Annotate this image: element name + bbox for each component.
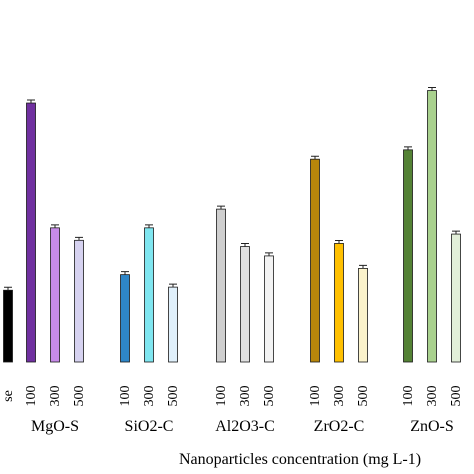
- tick-label-al2o3-c-500: 500: [262, 386, 277, 407]
- bar-al2o3-c-300-error-bar: [241, 243, 249, 247]
- bar-mgo-s-100: [26, 102, 36, 363]
- bar-mgo-s-300: [50, 227, 60, 363]
- bar-control-error-bar: [4, 286, 12, 291]
- bar-sio2-c-500-error-bar: [169, 283, 177, 288]
- bar-zro2-c-500-error-bar: [359, 264, 367, 269]
- tick-label-sio2-c-300: 300: [142, 386, 157, 407]
- tick-label-control: se: [1, 390, 16, 402]
- tick-label-al2o3-c-300: 300: [238, 386, 253, 407]
- tick-label-sio2-c-100: 100: [118, 386, 133, 407]
- bars-layer: [3, 87, 461, 363]
- bar-al2o3-c-100: [216, 208, 226, 363]
- bar-sio2-c-300-error-bar: [145, 224, 153, 228]
- bar-mgo-s-100-error-bar: [27, 99, 35, 104]
- tick-label-sio2-c-500: 500: [166, 386, 181, 407]
- bar-zno-s-100-error-bar: [404, 146, 412, 150]
- tick-label-zro2-c-300: 300: [332, 386, 347, 407]
- bar-sio2-c-500: [168, 286, 178, 363]
- tick-label-zno-s-100: 100: [401, 386, 416, 407]
- bar-al2o3-c-500: [264, 255, 274, 363]
- group-label-sio2-c: SiO2-C: [125, 418, 174, 435]
- group-label-zro2-c: ZrO2-C: [314, 418, 365, 435]
- bar-zno-s-300-error-bar: [428, 87, 436, 91]
- bar-zno-s-500: [451, 233, 461, 363]
- group-label-zno-s: ZnO-S: [410, 418, 454, 435]
- bar-mgo-s-500-error-bar: [75, 236, 83, 241]
- group-label-al2o3-c: Al2O3-C: [215, 418, 275, 435]
- tick-label-zro2-c-100: 100: [308, 386, 323, 407]
- tick-label-al2o3-c-100: 100: [214, 386, 229, 407]
- bar-zno-s-500-error-bar: [452, 230, 460, 235]
- tick-label-mgo-s-300: 300: [48, 386, 63, 407]
- bar-sio2-c-300: [144, 227, 154, 363]
- bar-zro2-c-300-error-bar: [335, 239, 343, 244]
- bar-control: [3, 289, 13, 363]
- group-label-mgo-s: MgO-S: [31, 418, 79, 435]
- tick-label-zno-s-300: 300: [425, 386, 440, 407]
- bar-zno-s-100: [403, 149, 413, 363]
- tick-label-mgo-s-100: 100: [24, 386, 39, 407]
- bar-mgo-s-500: [74, 239, 84, 363]
- bar-mgo-s-300-error-bar: [51, 224, 59, 228]
- bar-al2o3-c-100-error-bar: [217, 205, 225, 210]
- x-axis-label: Nanoparticles concentration (mg L-1): [179, 451, 421, 468]
- bar-al2o3-c-500-error-bar: [265, 252, 273, 256]
- bar-zro2-c-100: [310, 158, 320, 363]
- bar-sio2-c-100-error-bar: [121, 271, 129, 275]
- tick-labels-layer: se 100 300 500 100 300 500 100 300 500 100 300 500 10…: [1, 386, 464, 407]
- tick-label-mgo-s-500: 500: [72, 386, 87, 407]
- bar-zro2-c-300: [334, 243, 344, 363]
- group-labels-layer: MgO-S SiO2-C Al2O3-C ZrO2-C ZnO-S: [31, 418, 454, 435]
- bar-zro2-c-500: [358, 267, 368, 363]
- bar-zno-s-300: [427, 90, 437, 363]
- bar-sio2-c-100: [120, 274, 130, 363]
- bar-al2o3-c-300: [240, 246, 250, 363]
- bar-zro2-c-100-error-bar: [311, 155, 319, 160]
- tick-label-zno-s-500: 500: [449, 386, 464, 407]
- tick-label-zro2-c-500: 500: [356, 386, 371, 407]
